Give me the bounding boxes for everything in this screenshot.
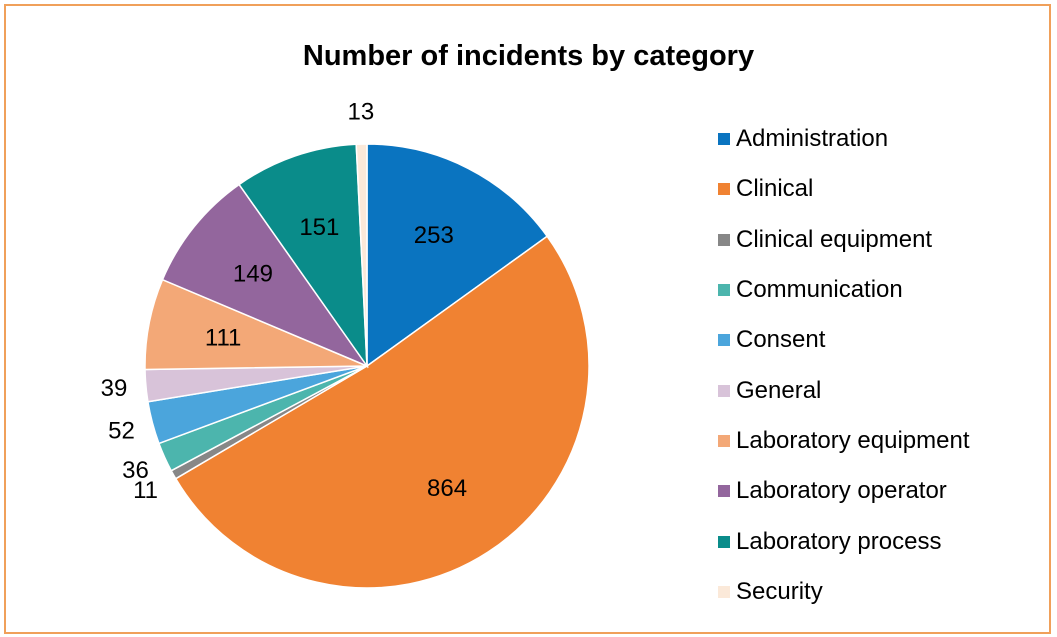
legend-swatch [718,485,730,498]
pie-slice-security [355,143,368,367]
data-label-communication: 36 [122,457,149,484]
chart-legend: Administration Clinical Clinical equipment… [718,114,969,617]
legend-label: Laboratory operator [736,477,947,505]
legend-label: Administration [736,125,889,153]
legend-label: Laboratory process [736,527,942,555]
data-label-security: 13 [347,99,374,126]
data-label-laboratory-equipment: 111 [205,325,241,352]
legend-swatch [718,585,730,598]
pie-slice-laboratory-operator [161,183,370,368]
data-label-consent: 52 [108,418,135,445]
legend-label: Clinical equipment [736,225,933,253]
legend-label: Security [736,577,823,605]
legend-item-administration: Administration [718,114,969,164]
legend-swatch [718,133,730,146]
legend-swatch [718,434,730,447]
legend-label: Clinical [736,175,814,203]
legend-item-security: Security [718,567,969,617]
legend-label: General [736,376,822,404]
legend-item-laboratory-equipment: Laboratory equipment [718,416,969,466]
data-label-laboratory-operator: 149 [233,261,273,288]
legend-item-communication: Communication [718,265,969,315]
legend-swatch [718,384,730,397]
legend-swatch [718,535,730,548]
legend-swatch [718,183,730,196]
data-label-clinical: 864 [427,475,467,502]
legend-item-laboratory-operator: Laboratory operator [718,466,969,516]
legend-label: Communication [736,276,903,304]
legend-swatch [718,284,730,297]
legend-item-laboratory-process: Laboratory process [718,516,969,566]
data-label-administration: 253 [414,222,454,249]
legend-label: Consent [736,326,826,354]
legend-label: Laboratory equipment [736,426,970,454]
pie-slice-administration [366,143,549,368]
legend-item-clinical: Clinical [718,164,969,214]
legend-swatch [718,334,730,347]
data-label-general: 39 [101,375,128,402]
legend-item-general: General [718,365,969,415]
data-label-laboratory-process: 151 [299,214,339,241]
data-label-clinical-equipment: 11 [133,477,158,504]
legend-item-consent: Consent [718,315,969,365]
legend-swatch [718,233,730,246]
pie-slice-clinical [174,235,590,589]
chart-title: Number of incidents by category [302,40,755,72]
pie-slice-laboratory-process [238,143,368,369]
legend-item-clinical-equipment: Clinical equipment [718,215,969,265]
